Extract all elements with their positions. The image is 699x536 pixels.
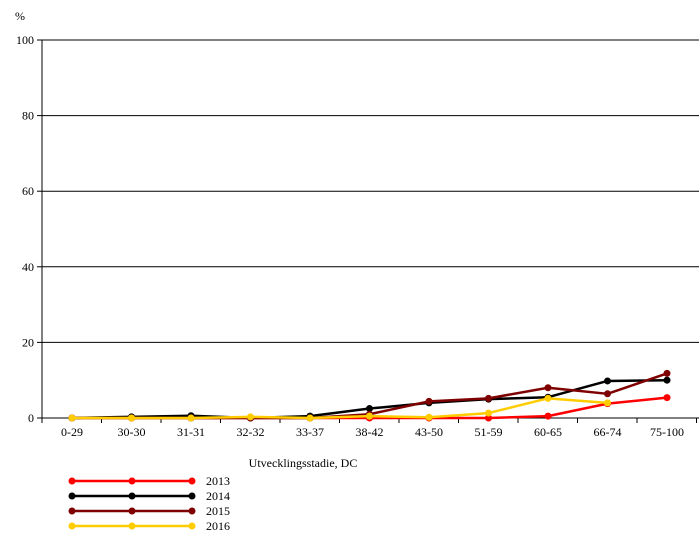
legend-marker [188,507,196,515]
legend-marker [128,507,136,515]
y-tick-label: 60 [22,184,34,198]
data-point [128,414,135,422]
legend-label: 2014 [206,489,230,503]
x-tick-labels: 0-29 30-30 31-31 32-32 33-37 38-42 43-50 51-59 6… [61,425,684,439]
data-point [366,412,373,420]
data-point [663,376,671,384]
data-point [604,399,611,407]
axes [37,39,699,423]
grid-lines [42,39,699,343]
y-tick-label: 100 [16,33,34,47]
series-lines [68,369,671,422]
legend-marker [68,522,76,530]
legend-label: 2013 [206,474,230,488]
legend-marker [188,477,196,485]
y-tick-label: 0 [28,411,34,425]
data-point [306,414,314,422]
x-tick-label: 51-59 [475,425,503,439]
x-tick-label: 30-30 [118,425,146,439]
legend-marker [188,522,196,530]
data-point [247,413,254,421]
x-tick-label: 32-32 [237,425,265,439]
data-point [544,394,552,402]
y-tick-label: 80 [22,109,34,123]
legend-marker [68,477,76,485]
data-point [425,413,433,421]
legend-item-2015: 2015 [68,504,230,518]
legend-item-2016: 2016 [68,519,230,533]
legend-label: 2016 [206,519,230,533]
data-point [663,369,671,377]
data-point [425,397,433,405]
series-2016 [68,394,611,422]
data-point [604,390,611,398]
legend-item-2014: 2014 [68,489,230,503]
x-tick-label: 75-100 [650,425,684,439]
data-point [187,414,195,422]
data-point [485,394,492,402]
data-point [366,405,373,413]
data-point [68,414,76,422]
legend-marker [128,477,136,485]
legend-marker [68,492,76,500]
legend-item-2013: 2013 [68,474,230,488]
y-tick-labels: 0 20 40 60 80 100 [16,33,34,425]
data-point [544,412,552,420]
x-tick-label: 66-74 [594,425,622,439]
data-point [604,377,611,385]
y-axis-label: % [15,9,25,23]
data-point [544,384,552,392]
legend-marker [68,507,76,515]
x-tick-label: 0-29 [61,425,83,439]
legend-marker [128,492,136,500]
x-tick-label: 31-31 [177,425,205,439]
legend-marker [188,492,196,500]
legend-marker [128,522,136,530]
data-point [485,414,492,422]
y-tick-label: 20 [22,335,34,349]
series-line [72,397,608,420]
data-point [485,409,492,417]
x-tick-label: 38-42 [356,425,384,439]
x-tick-label: 60-65 [534,425,562,439]
x-tick-label: 43-50 [415,425,443,439]
data-point [663,394,671,402]
x-axis-label: Utvecklingsstadie, DC [249,456,358,470]
y-tick-label: 40 [22,260,34,274]
legend-label: 2015 [206,504,230,518]
x-tick-label: 33-37 [296,425,324,439]
